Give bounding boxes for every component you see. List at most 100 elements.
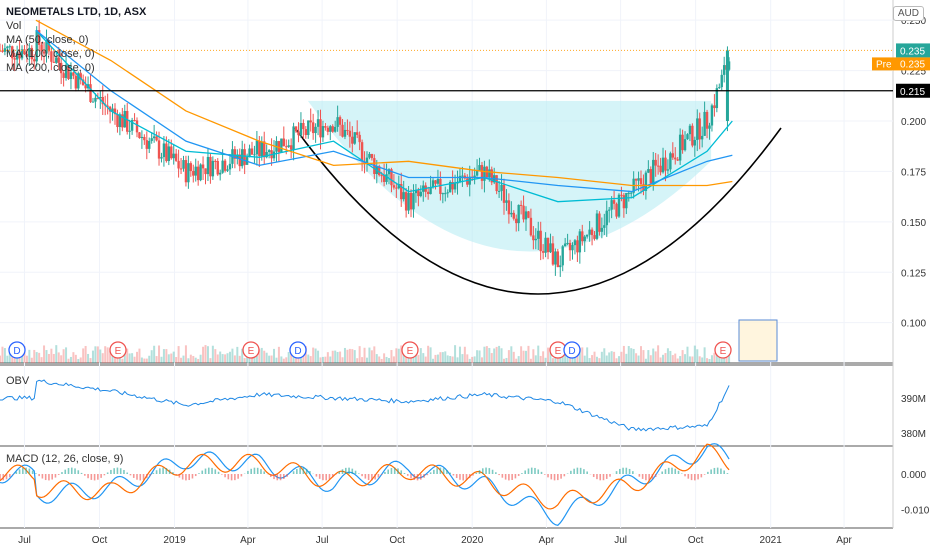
volume-bar [3, 348, 6, 363]
earnings-event-marker[interactable]: E [714, 341, 732, 359]
candle-body [691, 125, 694, 146]
legend-ma50[interactable]: MA (50, close, 0) [6, 34, 89, 46]
macd-histogram-bar [377, 474, 380, 478]
volume-bar [370, 350, 373, 363]
candle-body [89, 84, 92, 102]
macd-histogram-bar [504, 474, 507, 480]
volume-bar [713, 352, 716, 363]
volume-bar [202, 346, 205, 363]
macd-histogram-bar [67, 468, 70, 474]
candle-body [30, 47, 34, 60]
macd-histogram-bar [129, 474, 132, 476]
candle-body [148, 140, 151, 149]
macd-histogram-bar [475, 472, 478, 474]
volume-bar [334, 350, 337, 363]
volume-bar [270, 355, 273, 363]
earnings-event-marker[interactable]: E [242, 341, 260, 359]
volume-bar [708, 358, 711, 363]
macd-histogram-bar [720, 468, 722, 474]
macd-histogram-bar [201, 470, 204, 474]
legend-ma200[interactable]: MA (200, close, 0) [6, 62, 95, 74]
macd-histogram-bar [12, 474, 14, 475]
candle-body [126, 110, 129, 132]
legend-vol[interactable]: Vol [6, 20, 22, 32]
candle-body [539, 230, 542, 252]
candle-body [3, 48, 7, 52]
volume-bar [317, 350, 320, 363]
volume-bar [28, 349, 31, 363]
candle-body [713, 105, 716, 109]
candle-body [661, 157, 665, 173]
macd-histogram-bar [674, 468, 677, 474]
legend-ma100[interactable]: MA (100, close, 0) [6, 48, 95, 60]
dividend-event-marker[interactable]: D [289, 341, 307, 359]
earnings-event-marker[interactable]: E [549, 341, 567, 359]
candle-body [407, 192, 410, 211]
candle-body [532, 235, 535, 241]
event-marker-letter: D [568, 346, 575, 357]
volume-bar [52, 353, 55, 363]
macd-histogram-bar [563, 474, 566, 477]
price-tick-label: 0.225 [901, 67, 926, 78]
volume-bar [427, 345, 430, 363]
volume-bar [375, 354, 378, 363]
macd-histogram-bar [234, 474, 236, 481]
macd-histogram-bar [557, 474, 559, 481]
price-tick-label: 0.200 [901, 117, 926, 128]
obv-label[interactable]: OBV [6, 375, 30, 387]
volume-bar [167, 354, 170, 363]
candle-body [603, 225, 606, 228]
volume-bar [280, 356, 283, 363]
candle-body [292, 126, 295, 150]
volume-bar [478, 350, 481, 363]
candle-body [297, 131, 300, 136]
candle-body [678, 134, 682, 161]
chart-title[interactable]: NEOMETALS LTD, 1D, ASX [6, 6, 147, 18]
candle-body [607, 209, 611, 211]
candle-body [133, 120, 136, 122]
macd-histogram-bar [224, 474, 226, 478]
candle-body [216, 161, 219, 175]
macd-histogram-bar [253, 467, 256, 474]
volume-bar [321, 356, 324, 363]
candle-body [378, 166, 381, 176]
macd-histogram-bar [583, 469, 585, 474]
volume-bar [397, 348, 400, 363]
volume-bar [299, 356, 302, 363]
macd-histogram-bar [374, 474, 376, 480]
dividend-event-marker[interactable]: D [8, 341, 26, 359]
candle-body [6, 46, 9, 49]
volume-bar [444, 351, 447, 363]
earnings-event-marker[interactable]: E [401, 341, 419, 359]
macd-histogram-bar [318, 474, 321, 479]
candle-body [409, 192, 413, 210]
earnings-event-marker[interactable]: E [109, 341, 127, 359]
macd-histogram-bar [380, 474, 383, 475]
candle-body [304, 129, 308, 136]
volume-bar [285, 357, 288, 363]
candle-body [541, 251, 545, 253]
candle-body [605, 210, 608, 226]
candle-body [206, 156, 210, 175]
candle-body [121, 114, 124, 128]
candle-body [201, 164, 205, 169]
candle-body [140, 136, 144, 139]
volume-bar [346, 349, 349, 363]
volume-bar [525, 350, 528, 363]
candle-body [688, 125, 692, 135]
currency-button[interactable]: AUD [892, 6, 924, 21]
macd-label[interactable]: MACD (12, 26, close, 9) [6, 453, 124, 465]
candle-body [348, 130, 352, 137]
candle-body [309, 120, 312, 123]
macd-histogram-bar [429, 472, 432, 474]
volume-bar [273, 348, 276, 363]
macd-histogram-bar [97, 474, 99, 480]
macd-histogram-bar [501, 474, 504, 478]
candle-body [40, 44, 43, 52]
candle-body [696, 118, 699, 140]
volume-bar [549, 352, 552, 363]
volume-bar [608, 352, 611, 363]
dividend-event-marker[interactable]: D [563, 341, 581, 359]
candle-body [67, 64, 70, 80]
